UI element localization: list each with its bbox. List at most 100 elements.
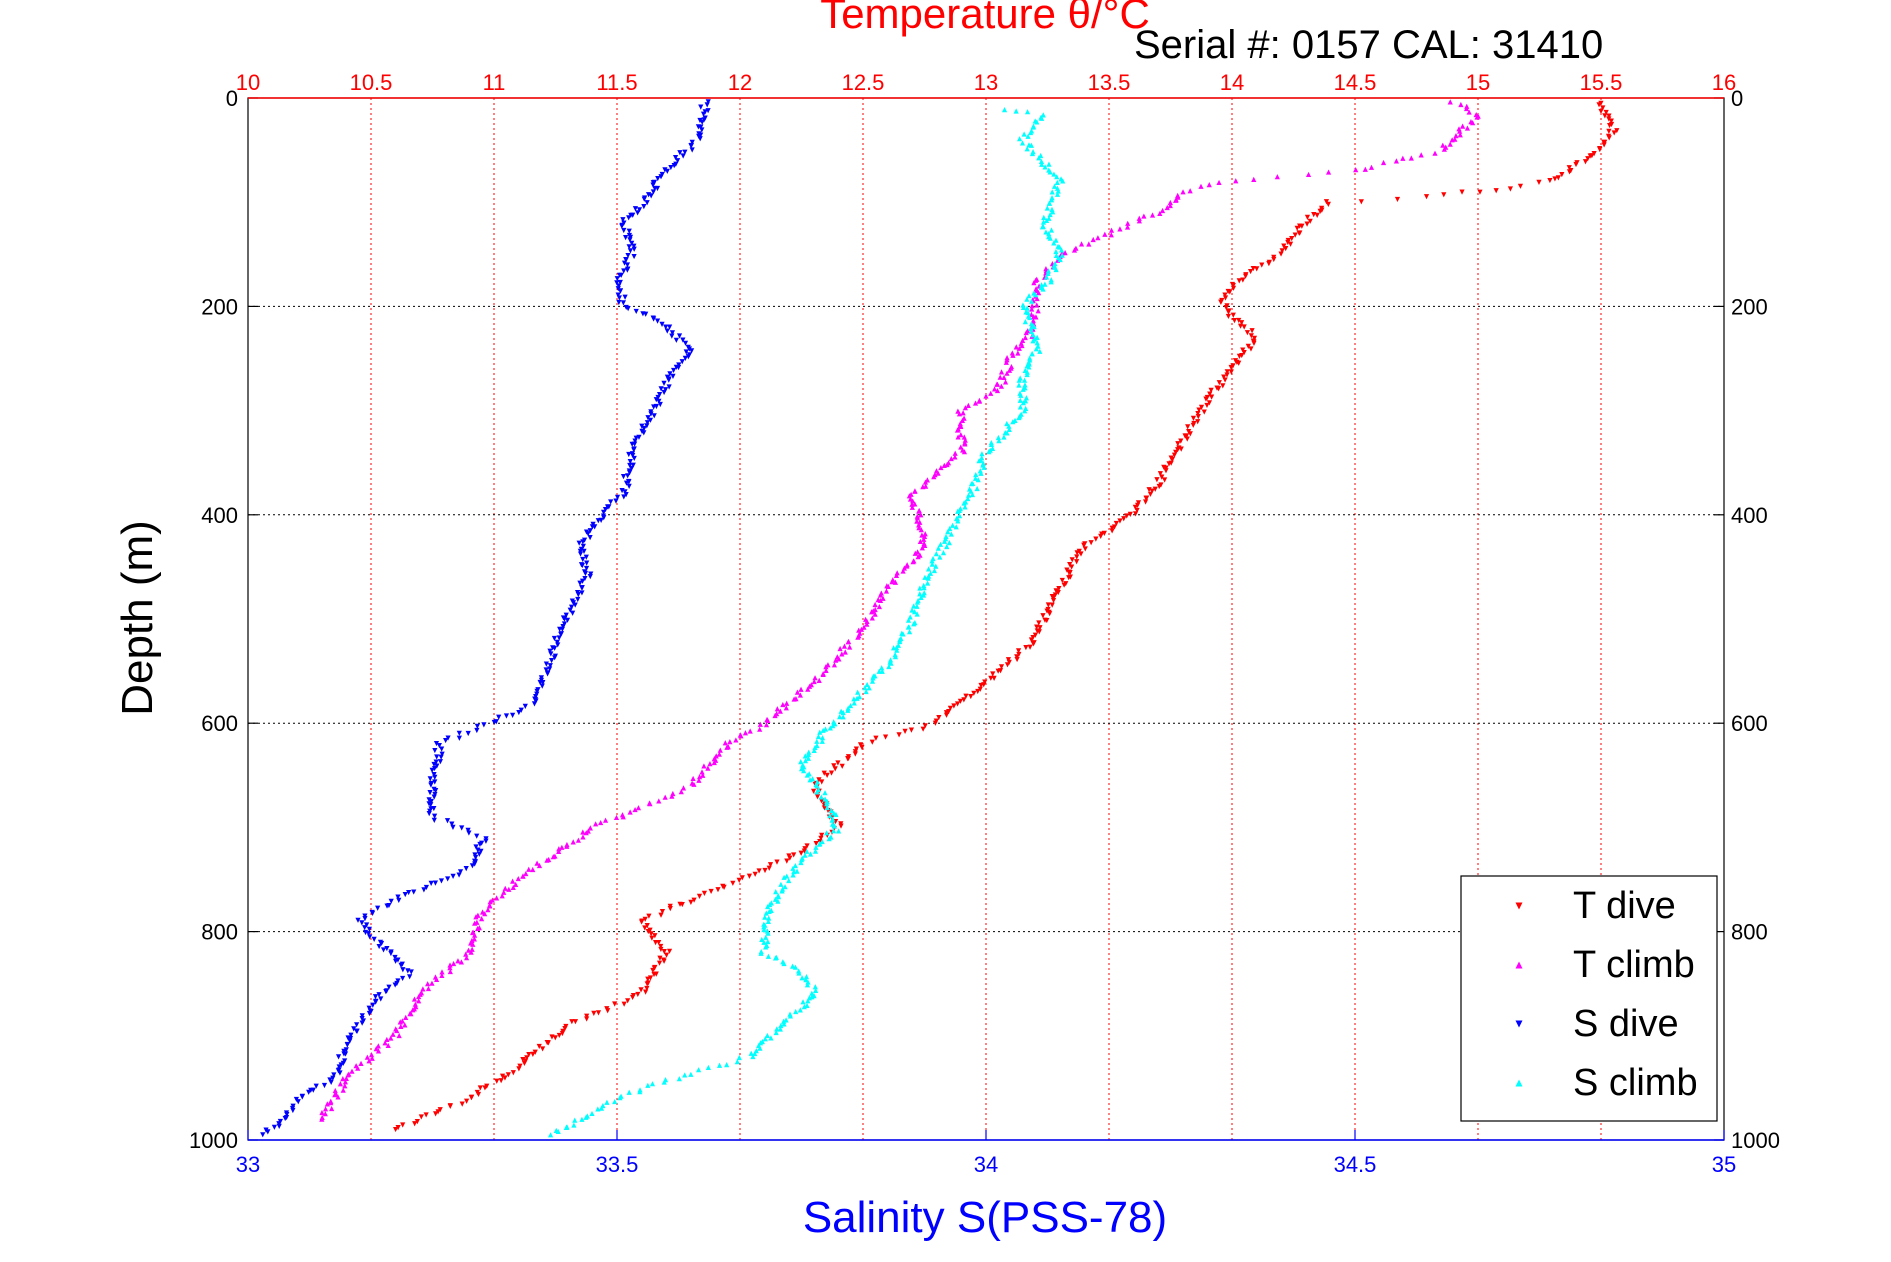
data-point [1046, 215, 1052, 221]
data-point [1034, 295, 1040, 302]
data-point [479, 916, 485, 922]
data-point [962, 437, 968, 443]
data-point [617, 288, 624, 294]
data-point [914, 518, 920, 524]
data-point [621, 260, 628, 266]
data-point [324, 1101, 330, 1107]
data-point [1028, 328, 1034, 335]
data-point [595, 1106, 601, 1112]
data-point [540, 1046, 546, 1052]
data-point [342, 1083, 348, 1089]
data-point [798, 759, 804, 765]
data-point [761, 939, 767, 945]
data-point [807, 777, 813, 783]
data-point [414, 1118, 420, 1125]
data-point [715, 887, 721, 893]
data-point [965, 492, 972, 498]
data-point [579, 1116, 585, 1122]
data-point [584, 1013, 590, 1019]
data-point [991, 386, 998, 392]
data-point [968, 481, 975, 487]
data-point [818, 794, 824, 800]
data-point [791, 852, 797, 858]
data-point [627, 809, 633, 815]
data-point [468, 1095, 474, 1101]
data-point [933, 551, 939, 557]
data-point [321, 1082, 328, 1089]
data-point [629, 441, 635, 447]
data-point [439, 751, 445, 757]
data-point [887, 657, 894, 663]
data-point [1453, 133, 1459, 139]
data-point [1006, 367, 1013, 373]
data-point [800, 999, 806, 1005]
data-point [602, 506, 609, 513]
data-point [534, 860, 540, 866]
data-point [284, 1111, 290, 1118]
data-point [1055, 188, 1061, 194]
data-point [1066, 575, 1072, 581]
data-point [589, 1110, 595, 1117]
data-point [556, 1032, 562, 1039]
data-point [632, 806, 638, 813]
data-point [520, 873, 526, 879]
data-point [688, 899, 694, 905]
data-point [990, 671, 996, 677]
data-point [367, 934, 373, 940]
data-point [965, 402, 971, 408]
data-point [661, 389, 667, 396]
legend-label: S dive [1573, 1003, 1679, 1045]
salinity-tick-label: 34 [974, 1152, 998, 1177]
data-point [644, 420, 651, 426]
data-point [1573, 161, 1579, 168]
data-point [351, 1026, 357, 1032]
data-point [809, 990, 815, 996]
data-point [919, 532, 925, 538]
data-point [812, 744, 818, 751]
data-point [447, 962, 453, 968]
data-point [366, 1010, 373, 1017]
data-point [432, 880, 439, 886]
data-point [1393, 158, 1400, 164]
data-point [777, 1026, 783, 1032]
data-point [988, 441, 995, 448]
data-point [935, 545, 942, 551]
data-point [431, 817, 437, 823]
data-point [1004, 370, 1010, 376]
data-point [524, 1055, 530, 1061]
data-point [620, 814, 626, 820]
data-point [667, 905, 673, 912]
data-point [435, 1109, 441, 1115]
data-point [1023, 395, 1030, 401]
data-point [1040, 613, 1046, 619]
data-point [544, 1040, 550, 1046]
data-point [585, 531, 591, 537]
data-point [995, 434, 1002, 441]
data-point [705, 99, 711, 105]
data-point [707, 761, 713, 767]
data-point [567, 607, 573, 613]
data-point [645, 1082, 651, 1088]
data-point [1010, 419, 1016, 425]
data-point [1259, 262, 1265, 268]
data-point [948, 531, 954, 537]
data-point [456, 730, 462, 736]
data-point [472, 932, 478, 938]
data-point [690, 775, 696, 782]
data-marks [260, 99, 1620, 1138]
data-point [890, 645, 897, 651]
data-point [427, 790, 433, 796]
data-point [816, 777, 822, 783]
data-point [828, 770, 835, 776]
data-point [766, 915, 772, 921]
data-point [827, 812, 833, 819]
temp-tick-label: 14.5 [1334, 70, 1377, 95]
data-point [816, 841, 822, 847]
data-point [1125, 220, 1131, 226]
data-point [933, 563, 939, 569]
data-point [616, 299, 622, 306]
data-point [680, 337, 686, 343]
data-point [343, 1047, 349, 1053]
data-point [662, 794, 668, 800]
data-point [1464, 125, 1471, 131]
